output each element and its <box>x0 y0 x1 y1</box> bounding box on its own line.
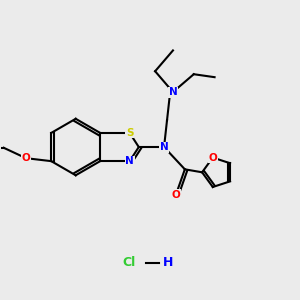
Text: N: N <box>160 142 168 152</box>
Text: O: O <box>208 153 217 163</box>
Text: O: O <box>172 190 180 200</box>
Text: Cl: Cl <box>123 256 136 269</box>
Text: N: N <box>169 87 177 97</box>
Text: S: S <box>126 128 134 138</box>
Text: N: N <box>125 156 134 166</box>
Text: H: H <box>163 256 173 269</box>
Text: O: O <box>22 153 30 163</box>
